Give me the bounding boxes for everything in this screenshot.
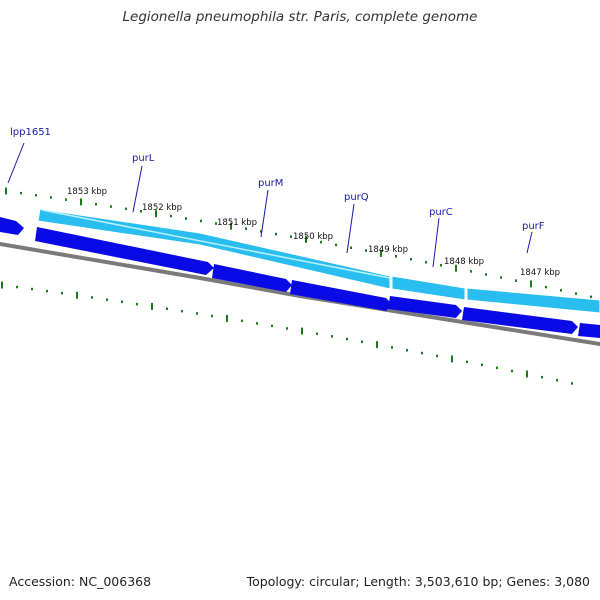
gene-purC-arrow[interactable] <box>388 296 462 318</box>
scale-label-1847: 1847 kbp <box>520 268 560 278</box>
gene-label-purF[interactable]: purF <box>522 221 545 232</box>
scale-label-1849: 1849 kbp <box>368 245 408 255</box>
scale-label-1852: 1852 kbp <box>142 203 182 213</box>
gene-labels: lpp1651 purL purM purQ purC purF <box>10 127 545 232</box>
scale-label-1848: 1848 kbp <box>444 257 484 267</box>
genome-title: Legionella pneumophila str. Paris, compl… <box>122 9 478 25</box>
scale-label-1853: 1853 kbp <box>67 187 107 197</box>
leader-purL <box>132 165 143 213</box>
gene-purQ-arrow[interactable] <box>290 280 392 311</box>
leader-purM <box>260 189 269 238</box>
gene-label-lpp1651[interactable]: lpp1651 <box>10 127 51 138</box>
gene-label-purL[interactable]: purL <box>132 153 155 164</box>
gene-label-purQ[interactable]: purQ <box>344 192 369 203</box>
gene-purM-arrow[interactable] <box>212 264 292 292</box>
gene-label-purC[interactable]: purC <box>429 207 453 218</box>
genome-summary-text: Topology: circular; Length: 3,503,610 bp… <box>246 574 590 589</box>
leader-purF <box>526 231 533 254</box>
gene-purL-arrow[interactable] <box>35 227 214 275</box>
scale-labels: 1853 kbp 1852 kbp 1851 kbp 1850 kbp 1849… <box>67 187 560 278</box>
accession-text: Accession: NC_006368 <box>9 574 152 589</box>
gene-lpp1651-arrow[interactable] <box>0 217 24 235</box>
gene-purL-reverse[interactable] <box>37 208 391 290</box>
scale-label-1851: 1851 kbp <box>217 218 257 228</box>
gene-purC-reverse[interactable] <box>391 275 466 301</box>
leader-lpp1651 <box>7 142 25 184</box>
scale-label-1850: 1850 kbp <box>293 232 333 242</box>
forward-strand-track <box>0 217 600 338</box>
gene-purF-arrow[interactable] <box>462 307 578 334</box>
reverse-strand-track <box>37 208 600 314</box>
reverse-track-highlight <box>41 209 391 279</box>
gene-label-purM[interactable]: purM <box>258 178 283 189</box>
leader-purC <box>432 217 440 268</box>
leader-purQ <box>346 203 355 254</box>
outer-tick-ring <box>5 187 592 299</box>
inner-tick-ring <box>1 281 573 385</box>
gene-purF-reverse[interactable] <box>466 287 600 314</box>
gene-next-arrow[interactable] <box>578 323 600 338</box>
gene-label-leaders <box>7 142 533 268</box>
